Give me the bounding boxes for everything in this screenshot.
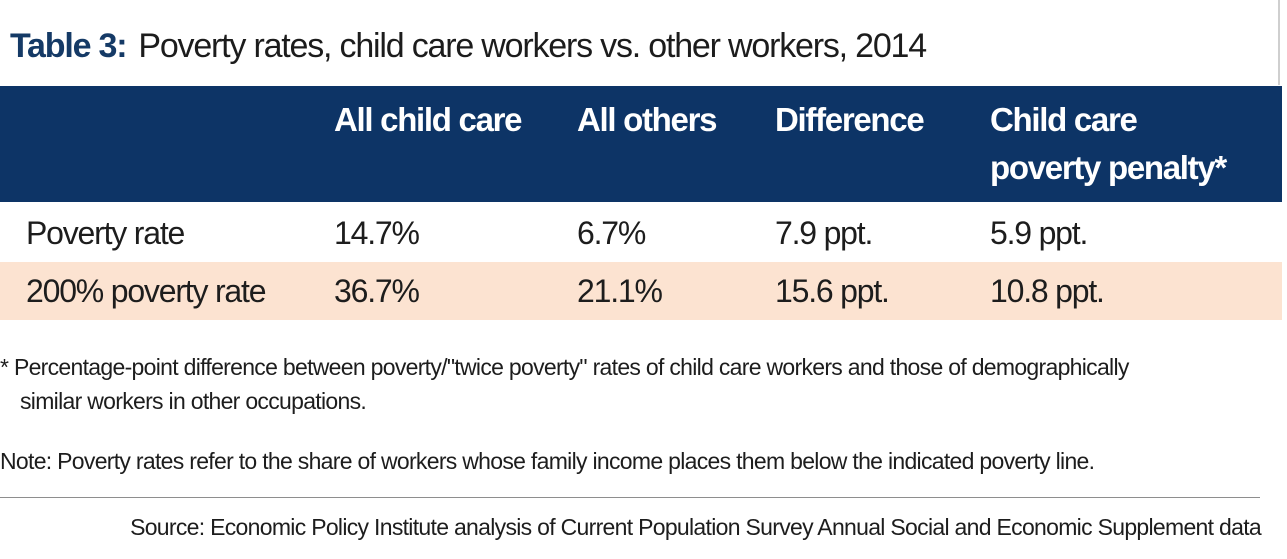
cell-all-others: 21.1%: [577, 273, 663, 309]
footnote-line2: similar workers in other occupations.: [20, 388, 367, 414]
header-penalty-line2: poverty penalty*: [990, 149, 1227, 186]
row-label: 200% poverty rate: [26, 273, 267, 309]
footnote-line1: * Percentage-point difference between po…: [0, 354, 1129, 380]
table-header: All child care All others Difference Chi…: [0, 86, 1282, 202]
table-row: Poverty rate 14.7% 6.7% 7.9 ppt. 5.9 ppt…: [0, 204, 1282, 262]
table-number: Table 3:: [10, 27, 128, 65]
header-poverty-penalty: Child care poverty penalty*: [990, 96, 1227, 192]
header-difference: Difference: [775, 101, 925, 138]
cell-all-others: 6.7%: [577, 215, 646, 251]
cell-poverty-penalty: 5.9 ppt.: [990, 215, 1088, 251]
table-title-text: Poverty rates, child care workers vs. ot…: [138, 27, 927, 65]
header-all-child-care: All child care: [334, 101, 523, 138]
footnote: * Percentage-point difference between po…: [0, 350, 1129, 418]
cell-difference: 7.9 ppt.: [775, 215, 873, 251]
header-penalty-line1: Child care: [990, 101, 1138, 138]
cell-all-child-care: 14.7%: [334, 215, 420, 251]
table-title: Table 3: Poverty rates, child care worker…: [10, 22, 927, 70]
cell-all-child-care: 36.7%: [334, 273, 420, 309]
note: Note: Poverty rates refer to the share o…: [0, 448, 1095, 474]
row-label: Poverty rate: [26, 215, 185, 251]
header-all-others: All others: [577, 101, 718, 138]
cell-difference: 15.6 ppt.: [775, 273, 890, 309]
divider: [0, 497, 1260, 498]
edge-rule: [1278, 0, 1280, 85]
table-row: 200% poverty rate 36.7% 21.1% 15.6 ppt. …: [0, 262, 1282, 320]
source-line: Source: Economic Policy Institute analys…: [130, 514, 1262, 540]
cell-poverty-penalty: 10.8 ppt.: [990, 273, 1105, 309]
